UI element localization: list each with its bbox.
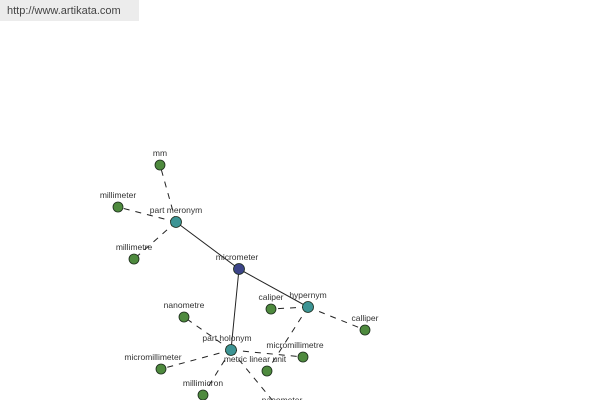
node-label: metric linear unit — [224, 354, 287, 364]
node-label: nanometer — [262, 395, 303, 400]
edge-part_meronym-millimeter — [117, 206, 177, 223]
node-label: nanometre — [164, 300, 205, 310]
node-nanometre[interactable] — [178, 311, 190, 323]
node-micromillimetre[interactable] — [297, 351, 309, 363]
site-link[interactable]: http://www.artikata.com — [0, 0, 139, 21]
edge-part_holonym-micromillimeter — [160, 349, 232, 370]
edge-part_holonym-nanometer — [230, 349, 273, 400]
node-label: millimetre — [116, 242, 153, 252]
node-caliper[interactable] — [265, 303, 277, 315]
edge-hypernym-metric_linear_unit — [266, 306, 309, 372]
node-millimeter[interactable] — [112, 201, 124, 213]
node-part-meronym[interactable] — [170, 216, 182, 228]
edge-part_meronym-millimetre — [133, 221, 177, 260]
node-label: micrometer — [216, 252, 259, 262]
node-label: part meronym — [150, 205, 202, 215]
node-label: hypernym — [289, 290, 326, 300]
edge-micrometer-part_holonym — [230, 268, 240, 351]
node-label: caliper — [258, 292, 283, 302]
node-label: millimicron — [183, 378, 223, 388]
edge-part_holonym-micromillimetre — [230, 349, 304, 358]
node-mm[interactable] — [154, 159, 166, 171]
edge-part_holonym-nanometre — [183, 316, 232, 351]
node-calliper[interactable] — [359, 324, 371, 336]
node-micromillimeter[interactable] — [155, 363, 167, 375]
node-label: calliper — [352, 313, 379, 323]
node-label: part holonym — [202, 333, 251, 343]
node-label: millimeter — [100, 190, 137, 200]
node-label: micromillimetre — [266, 340, 323, 350]
edge-part_meronym-mm — [159, 164, 177, 223]
node-part-holonym[interactable] — [225, 344, 237, 356]
edge-hypernym-calliper — [307, 306, 366, 331]
node-micrometer[interactable] — [233, 263, 245, 275]
node-millimetre[interactable] — [128, 253, 140, 265]
node-label: mm — [153, 148, 167, 158]
edge-micrometer-hypernym — [238, 268, 309, 308]
node-metric-linear-unit[interactable] — [261, 365, 273, 377]
node-hypernym[interactable] — [302, 301, 314, 313]
node-millimicron[interactable] — [197, 389, 209, 400]
edge-part_holonym-millimicron — [202, 349, 232, 396]
edge-micrometer-part_meronym — [175, 221, 240, 270]
node-label: micromillimeter — [124, 352, 181, 362]
